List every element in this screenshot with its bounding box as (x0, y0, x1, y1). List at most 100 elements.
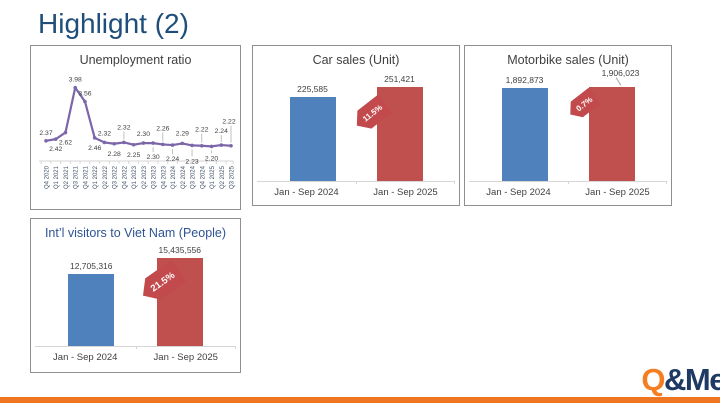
data-point (161, 142, 165, 147)
data-point (180, 141, 185, 146)
bar-column: 12,705,316 (47, 261, 136, 346)
axis-label: Q1 2021 (54, 165, 60, 189)
data-point (92, 136, 97, 140)
bars-area: 12,705,316 15,435,556 21.5% (47, 242, 224, 346)
axis-label: Q1 2025 (210, 165, 216, 189)
qme-logo-q: Q (641, 362, 665, 397)
data-label: 2.29 (176, 130, 189, 137)
axis-label: Q2 2022 (103, 165, 109, 189)
data-point (122, 140, 126, 145)
motorbike-sales-chart-title: Motorbike sales (Unit) (507, 53, 629, 67)
axis-label: Q2 2024 (181, 165, 187, 189)
data-label: 2.62 (59, 140, 72, 147)
bar-value-label: 1,892,873 (505, 74, 544, 85)
unemployment-line-chart: 2.37 Q4 2020 2.42 Q1 2021 2.62 Q2 2021 3.98 Q3 … (39, 77, 236, 189)
data-label: 2.22 (222, 119, 235, 126)
axis-label: Q3 2022 (113, 165, 119, 189)
page-title: Highlight (2) (38, 8, 189, 39)
data-label: 2.37 (39, 130, 52, 137)
data-point (83, 99, 87, 104)
bar-2024 (501, 87, 548, 181)
data-label: 2.24 (215, 128, 228, 135)
bar-value-label: 251,421 (384, 74, 415, 84)
qme-logo-me: &Me (664, 362, 720, 397)
data-label: 2.32 (117, 124, 130, 131)
bar-value-label: 15,435,556 (158, 245, 202, 255)
axis-label: Q1 2022 (93, 165, 99, 189)
x-axis-line (35, 346, 236, 349)
category-label: Jan - Sep 2025 (153, 352, 218, 363)
axis-label: Q4 2023 (161, 165, 167, 189)
axis-label: Q4 2021 (83, 165, 89, 189)
intl-visitors-chart-title: Int’l visitors to Viet Nam (People) (44, 226, 227, 240)
data-label: 2.28 (108, 151, 121, 158)
data-label: 2.26 (156, 125, 169, 132)
intl-visitors-panel: Int’l visitors to Viet Nam (People) 12,7… (30, 218, 241, 373)
value-leader-line (615, 77, 622, 86)
data-label: 2.23 (185, 158, 198, 165)
axis-label: Q3 2024 (191, 165, 197, 189)
data-label: 2.22 (195, 127, 208, 134)
data-point (131, 142, 136, 147)
axis-label: Q4 2020 (45, 165, 51, 189)
unemployment-panel: Unemployment ratio 2.37 Q4 2020 2.42 Q1 202… (30, 45, 241, 210)
axis-label: Q4 2024 (200, 165, 206, 189)
category-label: Jan - Sep 2025 (585, 187, 650, 198)
data-point (44, 138, 48, 143)
data-point (190, 143, 194, 148)
car-sales-chart-title: Car sales (Unit) (312, 53, 400, 67)
unemployment-chart-title: Unemployment ratio (79, 53, 192, 67)
category-label: Jan - Sep 2025 (373, 187, 438, 198)
data-point (63, 130, 68, 135)
data-label: 2.30 (146, 154, 159, 161)
category-row: Jan - Sep 2024 Jan - Sep 2025 (35, 347, 236, 363)
data-label: 2.25 (127, 152, 140, 159)
bottom-accent-bar (0, 397, 720, 403)
axis-label: Q3 2021 (74, 165, 80, 189)
data-label: 2.46 (88, 145, 101, 152)
bar-value-label: 1,906,023 (601, 68, 640, 78)
category-label: Jan - Sep 2024 (274, 187, 339, 198)
bars-area: 1,892,873 1,906,023 0.7% (481, 68, 655, 181)
data-label: 2.20 (205, 155, 218, 162)
bar-2025 (376, 87, 423, 181)
bar-column: 1,892,873 (481, 75, 568, 181)
data-point (102, 140, 107, 145)
axis-label: Q3 2023 (152, 165, 158, 189)
axis-label: Q3 2025 (230, 165, 236, 189)
data-label: 3.56 (78, 91, 91, 98)
data-label: 2.32 (98, 130, 111, 137)
data-point (219, 143, 224, 147)
data-point (209, 144, 214, 149)
car-sales-panel: Car sales (Unit) 225,585 251,421 11.5% Jan … (252, 45, 460, 206)
bar-2024 (68, 273, 115, 346)
bar-column: 225,585 (269, 84, 356, 181)
axis-label: Q1 2024 (171, 165, 177, 189)
data-point (112, 141, 116, 146)
category-row: Jan - Sep 2024 Jan - Sep 2025 (257, 182, 455, 198)
axis-label: Q2 2021 (64, 165, 70, 189)
axis-label: Q4 2022 (122, 165, 128, 189)
bar-value-label: 12,705,316 (69, 260, 113, 271)
qme-logo: Q&Me (641, 362, 720, 398)
bar-2024 (289, 96, 336, 181)
x-axis-line (469, 181, 667, 184)
data-point (229, 143, 233, 148)
data-point (53, 137, 58, 141)
data-point (151, 141, 155, 145)
data-label: 2.42 (49, 146, 62, 153)
bar-column: 1,906,023 (568, 68, 655, 181)
axis-label: Q2 2025 (220, 165, 226, 189)
axis-label: Q2 2023 (142, 165, 148, 189)
data-point (73, 85, 78, 90)
data-label: 2.30 (137, 131, 150, 138)
category-row: Jan - Sep 2024 Jan - Sep 2025 (469, 182, 667, 198)
category-label: Jan - Sep 2024 (486, 187, 551, 198)
data-point (199, 143, 204, 148)
data-point (141, 141, 146, 145)
category-label: Jan - Sep 2024 (53, 352, 118, 363)
data-label: 3.98 (69, 77, 82, 84)
x-axis-line (257, 181, 455, 184)
motorbike-sales-panel: Motorbike sales (Unit) 1,892,873 1,906,02… (464, 45, 672, 206)
